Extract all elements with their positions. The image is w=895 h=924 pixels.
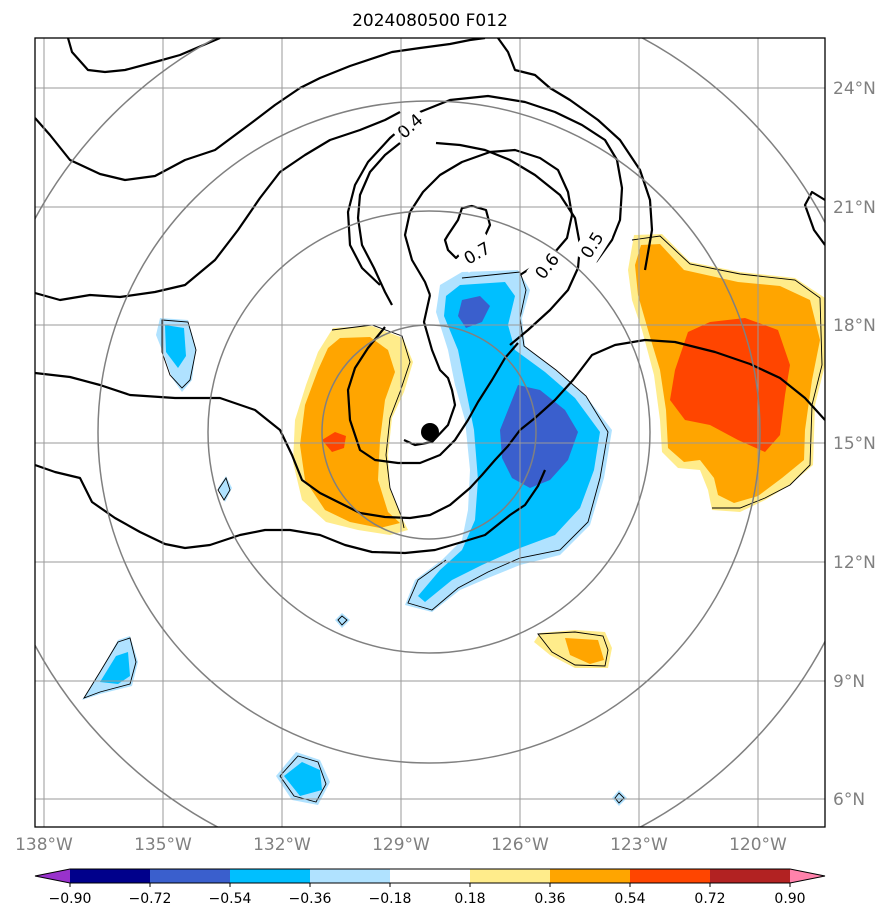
colorbar-segment	[710, 869, 790, 883]
storm-center-marker	[421, 423, 439, 441]
colorbar-segment	[70, 869, 150, 883]
lon-label: 132°W	[253, 835, 311, 855]
lat-label: 12°N	[833, 553, 876, 573]
map-plot-area: 0.4 0.7 0.6 0.5	[35, 38, 825, 827]
lon-label: 123°W	[610, 835, 668, 855]
colorbar-tick-label: −0.18	[369, 891, 412, 907]
colorbar-tick-label: 0.72	[694, 891, 725, 907]
colorbar-tick-label: 0.90	[774, 891, 805, 907]
map-frame	[34, 37, 826, 828]
colorbar-tick-label: −0.36	[289, 891, 332, 907]
shaded-field	[82, 234, 825, 806]
lon-label: 138°W	[15, 835, 73, 855]
colorbar-segment	[550, 869, 630, 883]
lat-label: 24°N	[833, 79, 876, 99]
lon-label: 120°W	[729, 835, 787, 855]
lon-label: 135°W	[134, 835, 192, 855]
lat-label: 18°N	[833, 316, 876, 336]
colorbar-tick-label: −0.72	[129, 891, 172, 907]
lat-label: 21°N	[833, 198, 876, 218]
colorbar-tick-label: 0.36	[534, 891, 565, 907]
lon-label: 126°W	[491, 835, 549, 855]
lat-labels: 24°N 21°N 18°N 15°N 12°N 9°N 6°N	[833, 79, 876, 810]
lat-label: 6°N	[833, 790, 865, 810]
colorbar: −0.90 −0.72 −0.54 −0.36 −0.18 0.18 0.36 0.54 0.7…	[34, 868, 826, 907]
map-title: 2024080500 F012	[352, 11, 508, 31]
lon-label: 129°W	[372, 835, 430, 855]
colorbar-tick-label: −0.90	[49, 891, 92, 907]
shading-outline	[82, 235, 823, 804]
colorbar-tick-label: −0.54	[209, 891, 252, 907]
colorbar-tick-label: 0.18	[454, 891, 485, 907]
colorbar-segment	[230, 869, 310, 883]
colorbar-segment	[35, 869, 70, 883]
colorbar-segment	[150, 869, 230, 883]
contour-label-gaps	[387, 104, 613, 288]
gridlines	[35, 38, 825, 827]
colorbar-tick-label: 0.54	[614, 891, 645, 907]
colorbar-segment	[470, 869, 550, 883]
thick-contours	[35, 38, 825, 555]
colorbar-segment	[790, 869, 825, 883]
colorbar-segment	[310, 869, 390, 883]
colorbar-segment	[630, 869, 710, 883]
lat-label: 15°N	[833, 434, 876, 454]
colorbar-segment	[390, 869, 470, 883]
range-rings	[35, 38, 825, 827]
lat-label: 9°N	[833, 672, 865, 692]
lon-labels: 138°W 135°W 132°W 129°W 126°W 123°W 120°…	[15, 835, 787, 855]
